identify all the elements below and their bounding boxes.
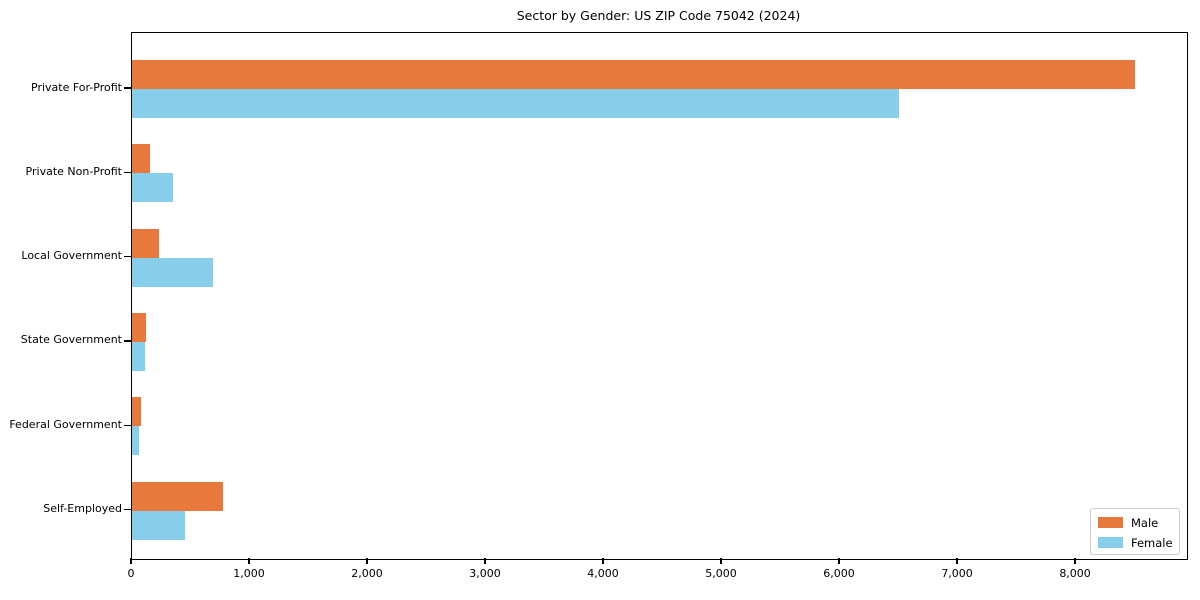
x-tick-mark	[602, 558, 604, 564]
bar-female-self-employed	[132, 510, 186, 540]
bar-male-state-government	[132, 312, 147, 342]
x-tick-mark	[130, 558, 132, 564]
x-tick-mark	[248, 558, 250, 564]
category-label-local-government: Local Government	[21, 249, 122, 263]
x-tick-label-7-000: 7,000	[941, 567, 973, 580]
bar-female-state-government	[132, 341, 145, 371]
x-tick-mark	[956, 558, 958, 564]
bar-female-federal-government	[132, 426, 140, 456]
bar-male-self-employed	[132, 481, 223, 511]
plot-area	[131, 32, 1188, 560]
legend-label-male: Male	[1131, 515, 1159, 530]
legend-item-female: Female	[1098, 535, 1173, 550]
x-tick-label-8-000: 8,000	[1059, 567, 1091, 580]
male-swatch	[1098, 517, 1123, 528]
x-tick-mark	[366, 558, 368, 564]
category-label-private-non-profit: Private Non-Profit	[25, 164, 122, 178]
y-tick-mark	[124, 340, 131, 342]
legend-label-female: Female	[1131, 535, 1173, 550]
bar-female-local-government	[132, 257, 214, 287]
chart-title: Sector by Gender: US ZIP Code 75042 (202…	[516, 8, 801, 23]
y-tick-mark	[124, 509, 131, 511]
x-tick-mark	[838, 558, 840, 564]
bar-female-private-for-profit	[132, 89, 900, 118]
legend: Male Female	[1090, 508, 1180, 555]
female-swatch	[1098, 537, 1123, 548]
bar-male-private-non-profit	[132, 144, 150, 174]
x-tick-label-0: 0	[127, 567, 135, 580]
y-tick-mark	[124, 171, 131, 173]
x-tick-label-5-000: 5,000	[705, 567, 737, 580]
x-tick-mark	[720, 558, 722, 564]
x-tick-label-3-000: 3,000	[469, 567, 501, 580]
y-tick-mark	[124, 256, 131, 258]
legend-item-male: Male	[1098, 515, 1159, 530]
category-label-federal-government: Federal Government	[9, 417, 122, 431]
bar-male-local-government	[132, 228, 160, 258]
x-tick-mark	[1074, 558, 1076, 564]
bar-male-federal-government	[132, 397, 141, 427]
y-tick-mark	[124, 87, 131, 89]
x-tick-label-1-000: 1,000	[233, 567, 265, 580]
y-tick-mark	[124, 424, 131, 426]
category-label-private-for-profit: Private For-Profit	[31, 80, 122, 94]
category-label-self-employed: Self-Employed	[43, 502, 122, 516]
x-tick-label-6-000: 6,000	[823, 567, 855, 580]
bar-female-private-non-profit	[132, 173, 174, 203]
x-tick-mark	[484, 558, 486, 564]
x-tick-label-2-000: 2,000	[351, 567, 383, 580]
bar-male-private-for-profit	[132, 60, 1136, 89]
category-label-state-government: State Government	[20, 333, 122, 347]
x-tick-label-4-000: 4,000	[587, 567, 619, 580]
